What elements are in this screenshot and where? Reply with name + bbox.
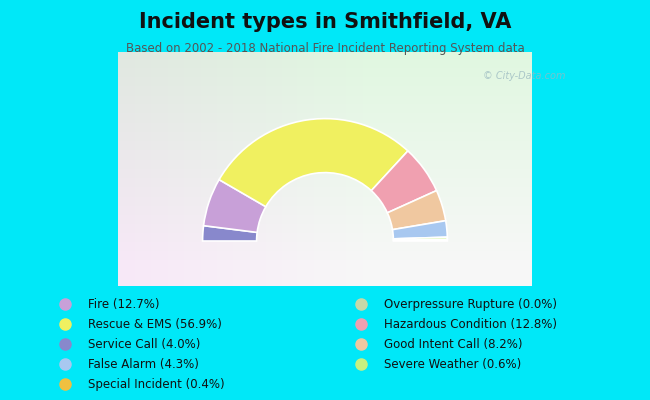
Text: Special Incident (0.4%): Special Incident (0.4%) bbox=[88, 378, 224, 390]
Wedge shape bbox=[393, 221, 447, 239]
Wedge shape bbox=[393, 237, 447, 240]
Text: False Alarm (4.3%): False Alarm (4.3%) bbox=[88, 358, 199, 370]
Wedge shape bbox=[203, 226, 257, 241]
Text: Fire (12.7%): Fire (12.7%) bbox=[88, 298, 159, 311]
Text: Overpressure Rupture (0.0%): Overpressure Rupture (0.0%) bbox=[384, 298, 556, 311]
Wedge shape bbox=[387, 190, 446, 230]
Text: Rescue & EMS (56.9%): Rescue & EMS (56.9%) bbox=[88, 318, 222, 331]
Text: Service Call (4.0%): Service Call (4.0%) bbox=[88, 338, 200, 351]
Text: © City-Data.com: © City-Data.com bbox=[482, 71, 565, 81]
Wedge shape bbox=[203, 180, 266, 232]
Wedge shape bbox=[393, 240, 447, 241]
Wedge shape bbox=[371, 151, 437, 213]
Text: Good Intent Call (8.2%): Good Intent Call (8.2%) bbox=[384, 338, 522, 351]
Text: Incident types in Smithfield, VA: Incident types in Smithfield, VA bbox=[139, 12, 511, 32]
Text: Hazardous Condition (12.8%): Hazardous Condition (12.8%) bbox=[384, 318, 556, 331]
Wedge shape bbox=[219, 119, 408, 207]
Text: Severe Weather (0.6%): Severe Weather (0.6%) bbox=[384, 358, 521, 370]
Text: Based on 2002 - 2018 National Fire Incident Reporting System data: Based on 2002 - 2018 National Fire Incid… bbox=[125, 42, 525, 55]
